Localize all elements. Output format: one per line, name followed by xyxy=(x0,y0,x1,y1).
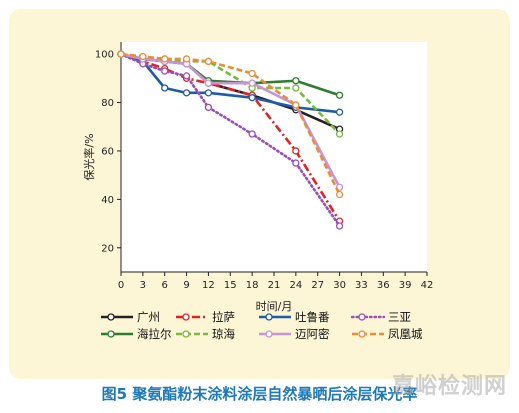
series-6-point-4 xyxy=(204,79,213,87)
watermark: 嘉峪检测网 xyxy=(391,374,507,399)
y-tick-label-0: 20 xyxy=(101,243,114,254)
legend-item-2: 吐鲁番 xyxy=(259,310,330,324)
legend-swatch-marker-2 xyxy=(265,313,273,321)
series-5-point-6 xyxy=(292,84,300,92)
figure-caption: 图5 聚氨酯粉末涂料涂层自然暴晒后涂层保光率 xyxy=(101,385,418,403)
series-2-point-2 xyxy=(161,84,169,92)
chart-panel: 0 3 6 9 12 15 18 21 24 27 30 33 36 39 42 20 40 60 80 100 时间/… xyxy=(9,9,510,379)
series-7-point-2 xyxy=(161,55,169,63)
x-tick-label-10: 30 xyxy=(333,280,346,291)
legend-label-6: 迈阿密 xyxy=(295,327,330,341)
legend-label-3: 三亚 xyxy=(388,310,411,324)
y-axis-label: 保光率/% xyxy=(82,133,96,180)
series-line-7 xyxy=(120,52,341,196)
legend-label-0: 广州 xyxy=(137,310,160,324)
y-tick-label-4: 100 xyxy=(95,50,114,61)
legend-label-4: 海拉尔 xyxy=(137,327,172,341)
legend-label-5: 琼海 xyxy=(212,327,235,341)
x-tick-label-5: 15 xyxy=(224,280,237,291)
chart: 0 3 6 9 12 15 18 21 24 27 30 33 36 39 4220406080100时间/… xyxy=(82,42,434,341)
x-tick-label-8: 24 xyxy=(289,280,302,291)
series-7-point-5 xyxy=(248,69,256,78)
plot-area xyxy=(121,42,427,272)
x-tick-label-2: 6 xyxy=(162,280,168,291)
series-6-point-5 xyxy=(248,79,256,87)
series-line-1 xyxy=(120,52,341,222)
y-tick-label-2: 60 xyxy=(101,146,114,157)
x-tick-label-1: 3 xyxy=(140,280,146,291)
y-tick-label-1: 40 xyxy=(101,195,114,206)
legend-item-7: 凤凰城 xyxy=(352,327,423,341)
series-3-point-5 xyxy=(248,130,256,138)
legend-swatch-marker-7 xyxy=(358,330,366,338)
series-7 xyxy=(117,50,344,199)
series-3-point-7 xyxy=(335,222,344,230)
legend-label-1: 拉萨 xyxy=(212,310,235,324)
x-tick-label-3: 9 xyxy=(183,280,189,291)
series-4-point-7 xyxy=(335,91,344,99)
x-tick-label-6: 18 xyxy=(246,280,259,291)
legend-swatch-marker-3 xyxy=(358,313,366,321)
x-tick-label-0: 0 xyxy=(118,280,124,291)
y-tick-label-3: 80 xyxy=(101,98,114,109)
legend-item-3: 三亚 xyxy=(350,310,411,324)
series-2-point-3 xyxy=(182,89,191,97)
series-2-point-5 xyxy=(248,94,256,102)
x-tick-label-4: 12 xyxy=(202,280,215,291)
legend-swatch-marker-6 xyxy=(265,330,273,338)
series-2-point-4 xyxy=(204,89,213,97)
series-line-6 xyxy=(120,52,341,188)
series-5-point-7 xyxy=(335,130,344,138)
legend-swatch-marker-0 xyxy=(107,313,115,321)
legend-item-5: 琼海 xyxy=(176,327,235,341)
x-tick-label-7: 21 xyxy=(268,280,281,291)
x-tick-label-12: 36 xyxy=(377,280,390,291)
legend-item-6: 迈阿密 xyxy=(259,327,330,341)
x-tick-label-11: 33 xyxy=(355,280,368,291)
series-3-point-6 xyxy=(292,159,300,167)
series-3-point-3 xyxy=(182,72,191,80)
legend-swatch-marker-1 xyxy=(182,313,190,321)
legend-label-7: 凤凰城 xyxy=(388,327,423,341)
x-tick-label-14: 42 xyxy=(421,280,434,291)
legend-swatch-marker-5 xyxy=(182,330,190,338)
series-7-point-1 xyxy=(139,52,147,61)
x-tick-label-13: 39 xyxy=(399,280,412,291)
series-1-point-6 xyxy=(292,147,300,155)
series-7-point-0 xyxy=(117,50,125,58)
series-7-point-7 xyxy=(335,190,344,199)
x-axis-label: 时间/月 xyxy=(256,300,293,313)
legend-item-4: 海拉尔 xyxy=(101,327,172,341)
series-7-point-4 xyxy=(204,57,213,66)
legend-label-2: 吐鲁番 xyxy=(295,310,330,324)
series-line-3 xyxy=(119,52,341,228)
legend-item-0: 广州 xyxy=(101,310,160,324)
series-4-point-6 xyxy=(292,77,300,85)
legend-item-1: 拉萨 xyxy=(176,310,235,324)
series-2-point-7 xyxy=(335,108,344,116)
series-7-point-6 xyxy=(292,101,300,109)
series-7-point-3 xyxy=(182,55,191,63)
x-tick-label-9: 27 xyxy=(311,280,324,291)
series-3-point-2 xyxy=(161,67,169,75)
series-3-point-4 xyxy=(204,103,213,112)
legend-swatch-marker-4 xyxy=(107,330,115,338)
